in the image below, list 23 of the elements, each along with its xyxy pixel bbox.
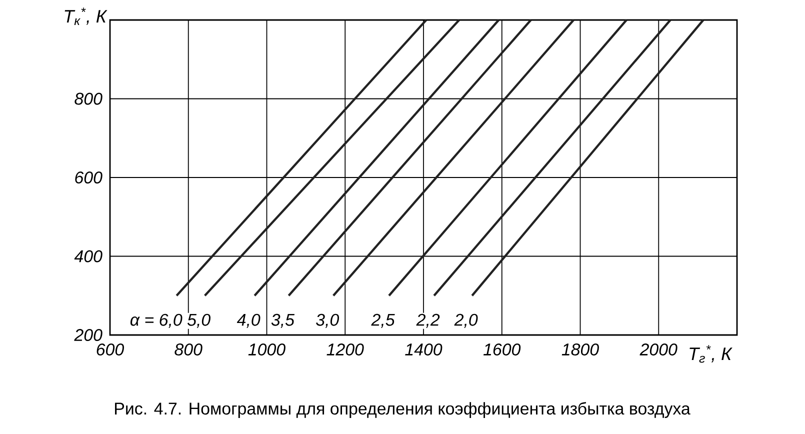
- x-axis-title: T$_{г}$$^{*}$, К: [690, 345, 732, 363]
- y-tick-label: 800: [74, 92, 102, 105]
- x-tick-label: 2000: [640, 344, 678, 356]
- series-label: 3,0: [316, 314, 340, 328]
- x-tick-label: 1600: [483, 344, 521, 356]
- series-label: 5,0: [187, 314, 210, 328]
- x-tick-label: 1800: [562, 344, 599, 356]
- x-tick-label: 1000: [248, 344, 286, 356]
- y-tick-label: 600: [75, 172, 102, 184]
- x-tick-label: 800: [174, 344, 202, 356]
- series-label: 2,2: [416, 314, 440, 328]
- x-tick-label: 600: [96, 344, 124, 356]
- series-label: α = 6,0: [130, 314, 182, 328]
- series-label: 2,5: [371, 314, 395, 328]
- y-tick-label: 200: [74, 329, 102, 341]
- y-tick-label: 400: [74, 250, 102, 262]
- series-label: 4,0: [236, 314, 260, 328]
- x-tick-label: 1400: [405, 344, 442, 356]
- text: Рис. 4.7. Номограммы для определения коэффициента избытка воздуха: [115, 402, 690, 418]
- series-label: 3,5: [271, 314, 295, 328]
- x-tick-label: 1200: [326, 344, 364, 356]
- series-label: 2,0: [454, 314, 478, 328]
- y-axis-title: T$_{к}$$^{*}$, К: [64, 8, 108, 26]
